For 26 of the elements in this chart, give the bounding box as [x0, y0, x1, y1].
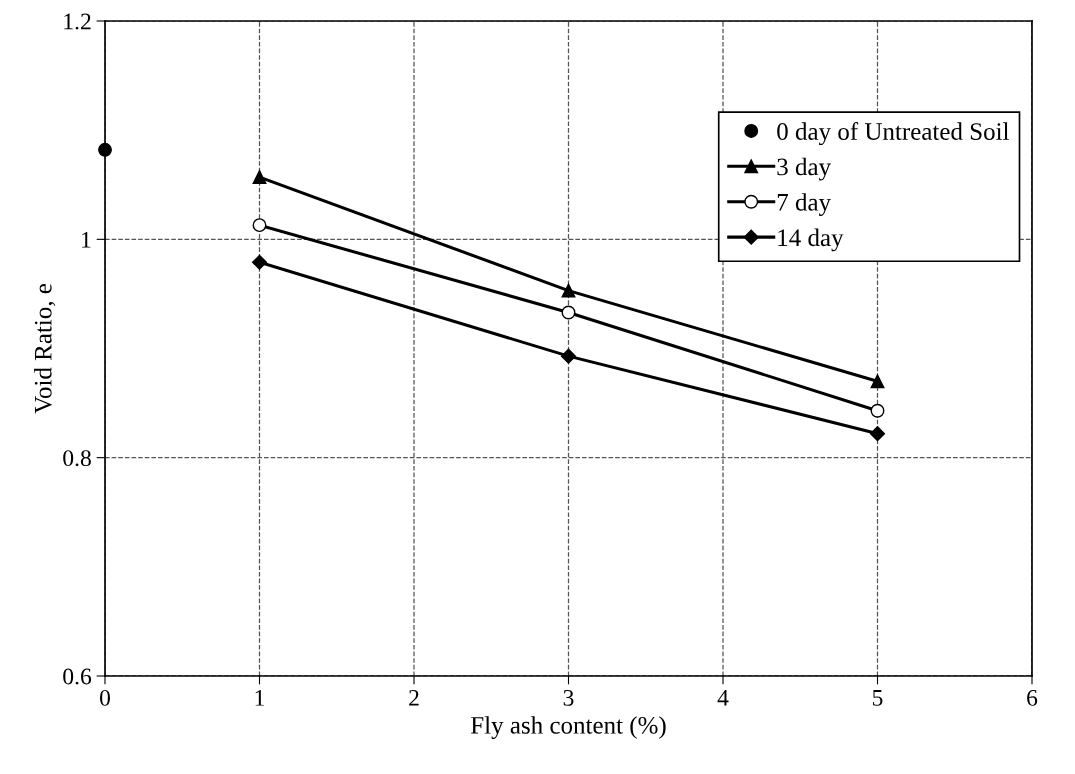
legend-label: 3 day — [777, 157, 831, 181]
x-tick-label: 3 — [563, 689, 574, 706]
legend-label: 7 day — [777, 193, 831, 216]
y-tick-label: 1.2 — [64, 13, 91, 30]
x-tick-label: 0 — [100, 689, 110, 706]
point — [870, 374, 885, 389]
y-tick-label: 0.8 — [63, 450, 91, 467]
point — [561, 283, 576, 298]
y-tick-label: 0.6 — [63, 668, 92, 685]
point — [869, 426, 886, 442]
x-tick-label: 1 — [255, 689, 264, 706]
legend-label: 0 day of Untreated Soil — [777, 122, 1009, 146]
point — [252, 170, 267, 185]
x-tick-label: 6 — [1027, 689, 1038, 706]
x-tick-label: 2 — [409, 689, 419, 706]
point — [560, 348, 577, 364]
x-tick-label: 4 — [717, 690, 729, 706]
y-axis-title: Void Ratio, e — [34, 283, 56, 414]
x-tick-label: 5 — [872, 690, 883, 706]
point — [561, 305, 576, 320]
point — [870, 403, 885, 418]
legend-label: 14 day — [778, 228, 844, 252]
point — [251, 254, 268, 270]
point — [252, 218, 267, 233]
x-axis-title: Fly ash content (%) — [470, 716, 666, 739]
y-tick-label: 1 — [82, 231, 91, 248]
